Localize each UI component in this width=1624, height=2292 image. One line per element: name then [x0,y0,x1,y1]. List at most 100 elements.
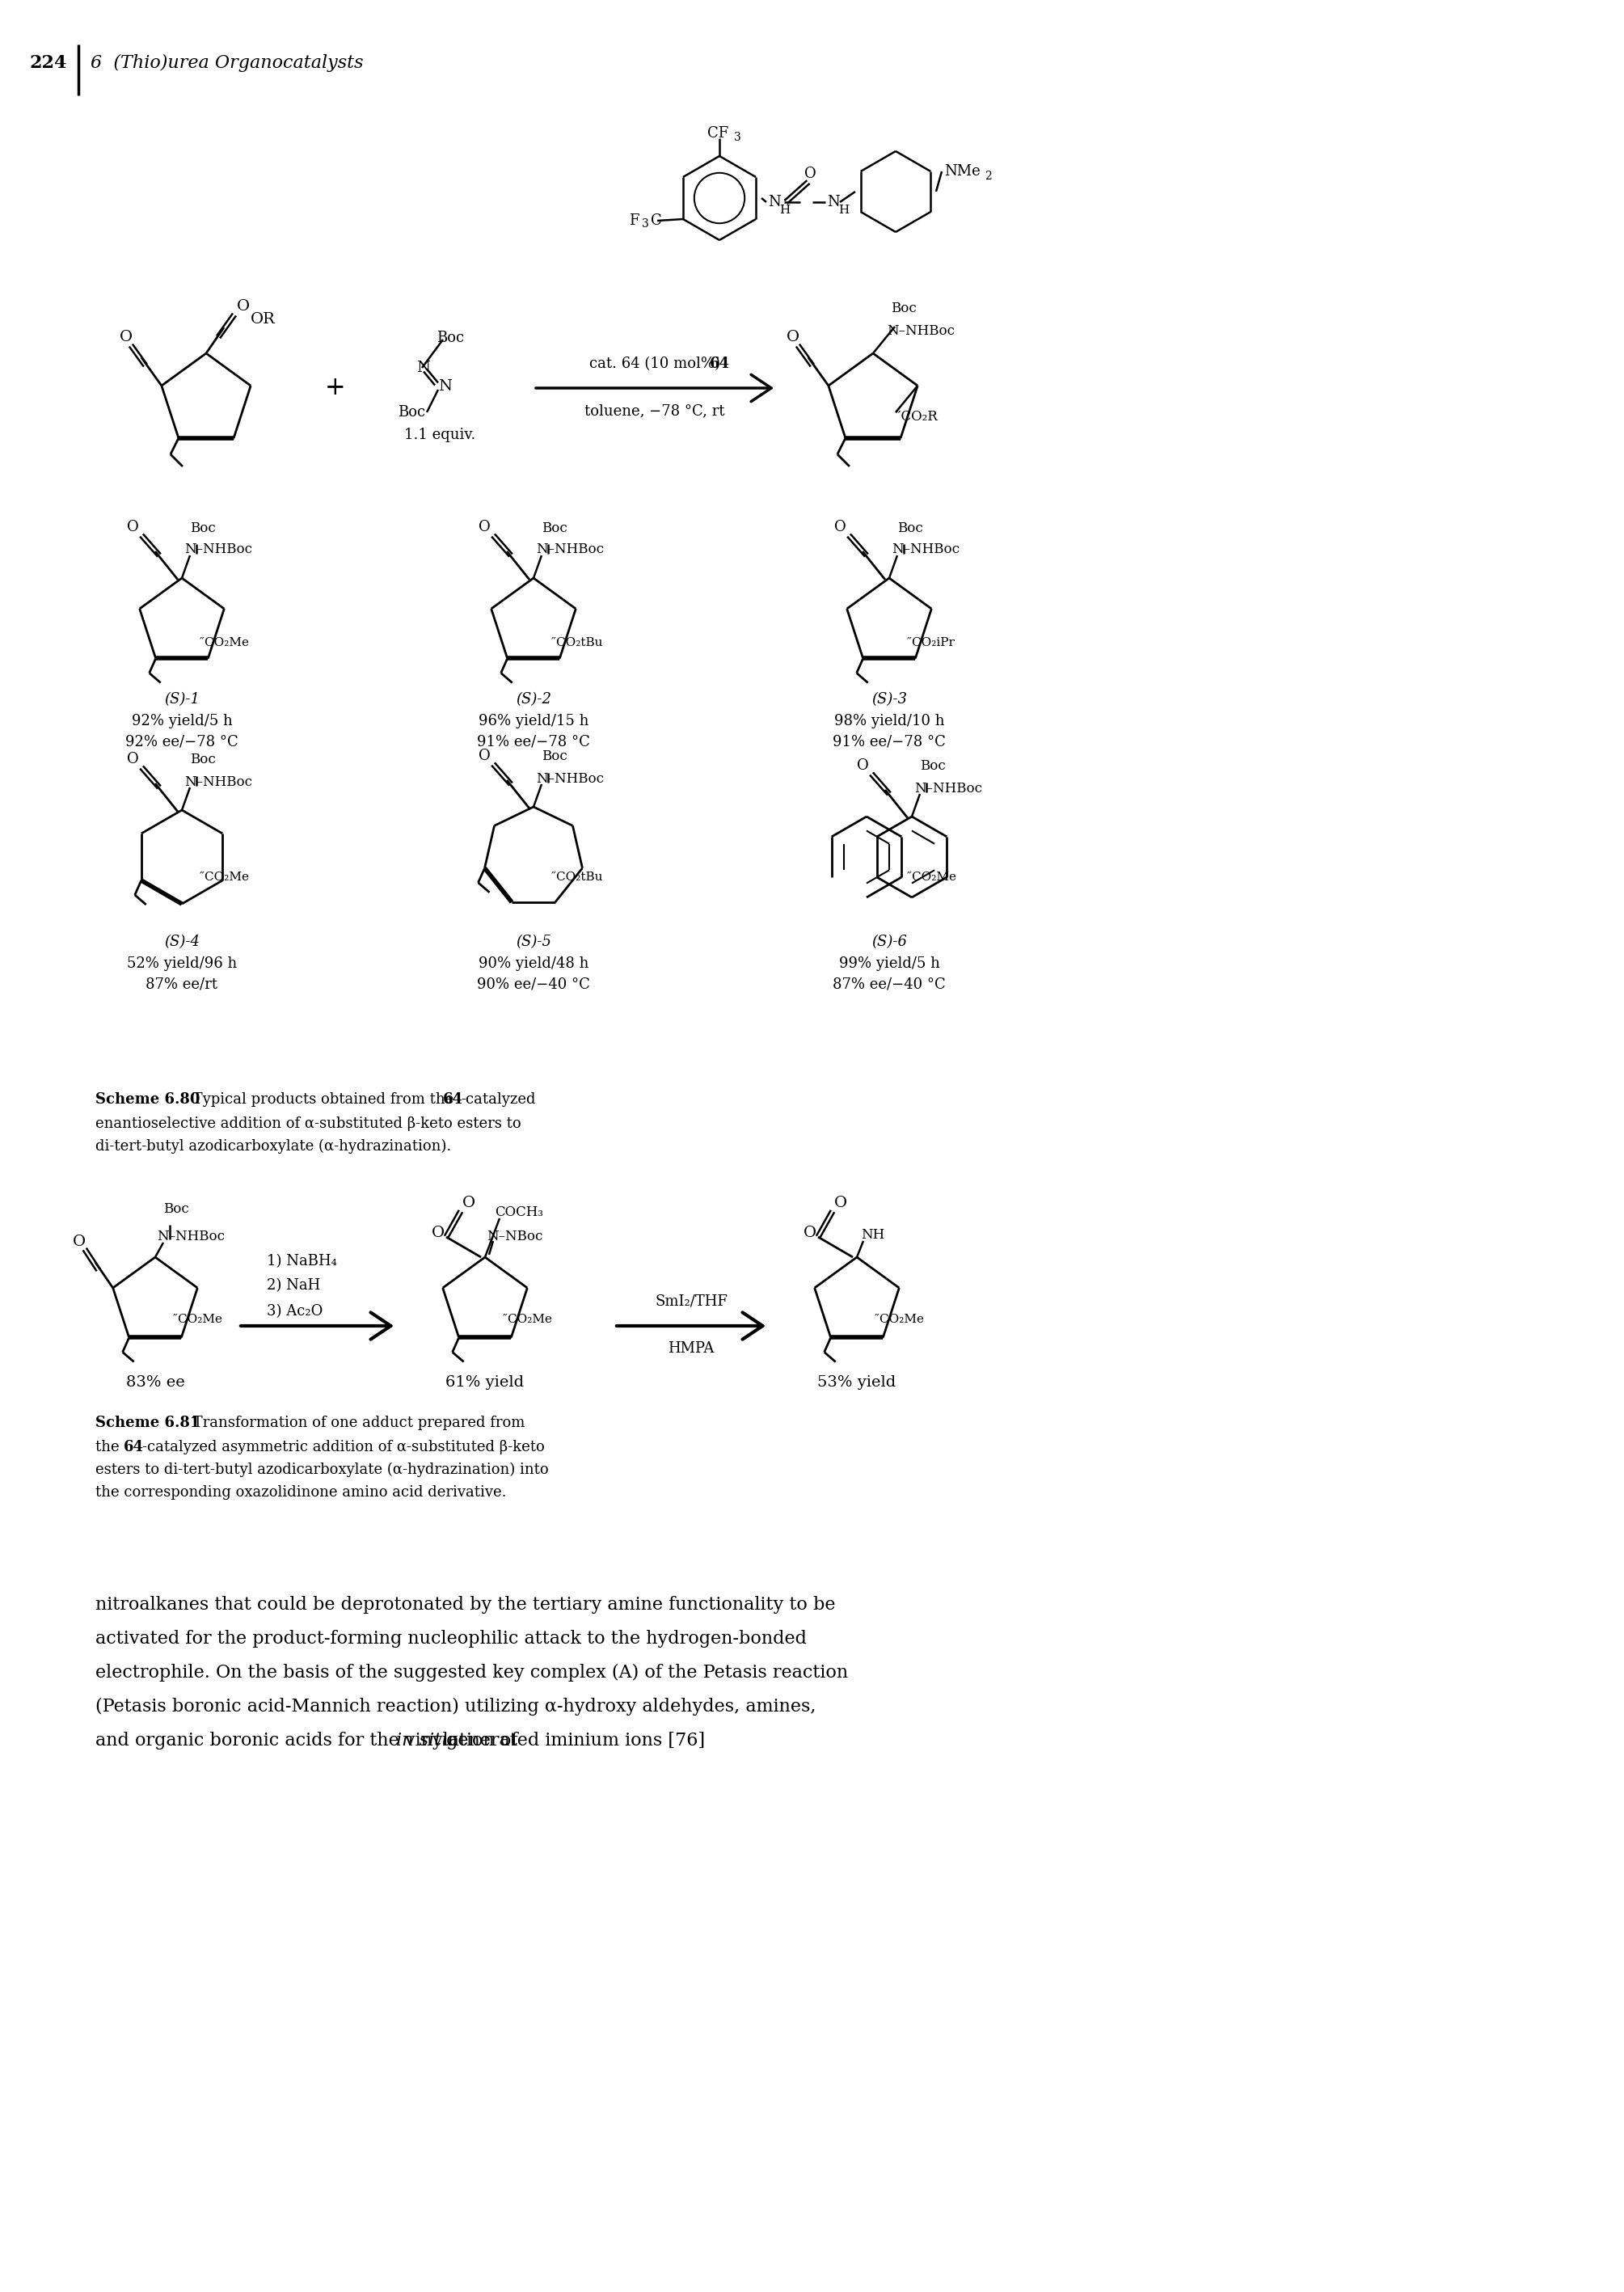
Text: 52% yield/96 h: 52% yield/96 h [127,956,237,972]
Text: Boc: Boc [398,406,425,419]
Text: O: O [237,300,250,314]
Text: N–NHBoc: N–NHBoc [887,325,955,339]
Text: Boc: Boc [541,749,567,763]
Text: N: N [416,360,430,376]
Text: -catalyzed asymmetric addition of α-substituted β-keto: -catalyzed asymmetric addition of α-subs… [143,1439,544,1455]
Text: 83% ee: 83% ee [125,1375,185,1389]
Text: in situ: in situ [396,1733,453,1749]
Text: 2) NaH: 2) NaH [266,1279,320,1293]
Text: -catalyzed: -catalyzed [461,1093,536,1107]
Text: 64: 64 [123,1439,145,1455]
Text: 87% ee/rt: 87% ee/rt [146,976,218,992]
Text: N–NHBoc: N–NHBoc [914,782,983,795]
Text: nitroalkanes that could be deprotonated by the tertiary amine functionality to b: nitroalkanes that could be deprotonated … [96,1595,835,1614]
Text: ′′CO₂R: ′′CO₂R [896,410,939,424]
Text: cat. 64 (10 mol%): cat. 64 (10 mol%) [590,358,721,371]
Text: N–NHBoc: N–NHBoc [536,772,604,786]
Text: N–NBoc: N–NBoc [487,1231,542,1245]
Text: 1.1 equiv.: 1.1 equiv. [404,429,476,442]
Text: O: O [432,1226,445,1240]
Text: H: H [838,204,849,215]
Text: ′′CO₂Me: ′′CO₂Me [174,1313,222,1325]
Text: O: O [857,759,869,772]
Text: 91% ee/−78 °C: 91% ee/−78 °C [477,736,590,749]
Text: O: O [479,520,490,534]
Text: 64: 64 [443,1093,463,1107]
Text: 91% ee/−78 °C: 91% ee/−78 °C [833,736,945,749]
Text: and organic boronic acids for the vinylation of: and organic boronic acids for the vinyla… [96,1733,523,1749]
Text: Boc: Boc [437,330,464,346]
Text: 53% yield: 53% yield [817,1375,896,1389]
Text: O: O [835,520,846,534]
Text: (S)-3: (S)-3 [872,692,906,706]
Text: ′′CO₂tBu: ′′CO₂tBu [551,871,604,882]
Text: 92% ee/−78 °C: 92% ee/−78 °C [125,736,239,749]
Text: +: + [325,376,346,401]
Text: CF: CF [708,126,729,140]
Text: Boc: Boc [164,1201,188,1215]
Text: O: O [835,1196,848,1210]
Text: O: O [127,520,138,534]
Text: N: N [438,378,451,394]
Text: electrophile. On the basis of the suggested key complex (A) of the Petasis react: electrophile. On the basis of the sugges… [96,1664,848,1682]
Text: Boc: Boc [190,754,216,768]
Text: the: the [96,1439,123,1455]
Text: N–NHBoc: N–NHBoc [536,543,604,557]
Text: activated for the product-forming nucleophilic attack to the hydrogen-bonded: activated for the product-forming nucleo… [96,1630,807,1648]
Text: N–NHBoc: N–NHBoc [184,775,252,788]
Text: NMe: NMe [944,165,981,179]
Text: O: O [120,330,133,344]
Text: C: C [651,213,663,227]
Text: ′′CO₂Me: ′′CO₂Me [906,871,957,882]
Text: N: N [768,195,781,209]
Text: O: O [463,1196,476,1210]
Text: HMPA: HMPA [667,1341,715,1357]
Text: Scheme 6.80: Scheme 6.80 [96,1093,200,1107]
Text: 6  (Thio)urea Organocatalysts: 6 (Thio)urea Organocatalysts [91,55,364,71]
Text: ′′CO₂Me: ′′CO₂Me [200,637,250,649]
Text: Boc: Boc [919,759,945,772]
Text: esters to di-tert-butyl azodicarboxylate (α-hydrazination) into: esters to di-tert-butyl azodicarboxylate… [96,1462,549,1476]
Text: Typical products obtained from the: Typical products obtained from the [188,1093,458,1107]
Text: 2: 2 [984,170,992,181]
Text: 90% ee/−40 °C: 90% ee/−40 °C [477,976,590,992]
Text: O: O [127,752,138,766]
Text: 87% ee/−40 °C: 87% ee/−40 °C [833,976,945,992]
Text: ′′CO₂Me: ′′CO₂Me [875,1313,924,1325]
Text: (Petasis boronic acid-Mannich reaction) utilizing α-hydroxy aldehydes, amines,: (Petasis boronic acid-Mannich reaction) … [96,1698,815,1717]
Text: generated iminium ions [76]: generated iminium ions [76] [440,1733,705,1749]
Text: 96% yield/15 h: 96% yield/15 h [479,713,588,729]
Text: 224: 224 [29,55,67,71]
Text: 1) NaBH₄: 1) NaBH₄ [266,1254,338,1267]
Text: O: O [804,167,817,181]
Text: 61% yield: 61% yield [445,1375,525,1389]
Text: NH: NH [861,1229,885,1242]
Text: Transformation of one adduct prepared from: Transformation of one adduct prepared fr… [188,1416,525,1430]
Text: (S)-4: (S)-4 [164,935,200,949]
Text: F: F [628,213,638,227]
Text: O: O [786,330,799,344]
Text: 64: 64 [710,358,729,371]
Text: the corresponding oxazolidinone amino acid derivative.: the corresponding oxazolidinone amino ac… [96,1485,507,1499]
Text: Boc: Boc [190,520,216,534]
Text: (S)-1: (S)-1 [164,692,200,706]
Text: 98% yield/10 h: 98% yield/10 h [835,713,945,729]
Text: ′′CO₂Me: ′′CO₂Me [200,871,250,882]
Text: O: O [479,749,490,763]
Text: H: H [780,204,789,215]
Text: 90% yield/48 h: 90% yield/48 h [479,956,588,972]
Text: ′′CO₂Me: ′′CO₂Me [503,1313,552,1325]
Text: 92% yield/5 h: 92% yield/5 h [132,713,232,729]
Text: Boc: Boc [541,520,567,534]
Text: enantioselective addition of α-substituted β-keto esters to: enantioselective addition of α-substitut… [96,1116,521,1130]
Text: ′′CO₂iPr: ′′CO₂iPr [906,637,955,649]
Text: 3: 3 [641,218,650,229]
Text: 3: 3 [734,131,741,142]
Text: Boc: Boc [892,303,916,316]
Text: (S)-2: (S)-2 [516,692,551,706]
Text: (S)-5: (S)-5 [516,935,551,949]
Text: Scheme 6.81: Scheme 6.81 [96,1416,200,1430]
Text: ′′CO₂tBu: ′′CO₂tBu [551,637,604,649]
Text: di-tert-butyl azodicarboxylate (α-hydrazination).: di-tert-butyl azodicarboxylate (α-hydraz… [96,1139,451,1153]
Text: N–NHBoc: N–NHBoc [158,1231,224,1245]
